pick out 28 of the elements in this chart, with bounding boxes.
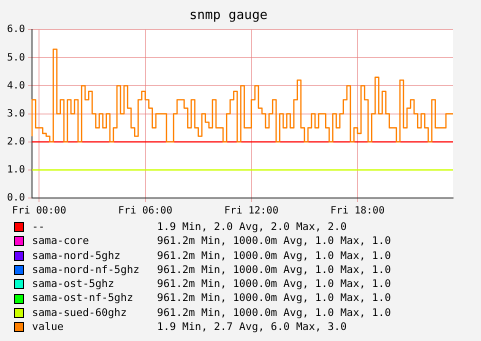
- text: 961.2m Min, 1000.0m Avg, 1.0 Max, 1.0: [157, 248, 391, 263]
- y-tick-label: 1.0: [7, 164, 26, 176]
- y-tick-label: 5.0: [7, 52, 26, 64]
- text: 961.2m Min, 1000.0m Avg, 1.0 Max, 1.0: [157, 291, 391, 306]
- x-tick-label: Fri 12:00: [224, 206, 278, 217]
- legend-label: sama-ost-nf-5ghz: [32, 291, 134, 306]
- text: 961.2m Min, 1000.0m Avg, 1.0 Max, 1.0: [157, 306, 391, 320]
- y-tick-label: 4.0: [7, 80, 26, 92]
- y-tick-label: 6.0: [7, 24, 26, 36]
- legend-label: sama-core: [32, 234, 90, 249]
- legend-label: sama-nord-5ghz: [32, 248, 122, 263]
- legend-label: value: [32, 320, 65, 334]
- legend-label: sama-ost-5ghz: [32, 277, 116, 292]
- legend-label: --: [32, 220, 46, 234]
- x-tick-label: Fri 06:00: [118, 206, 172, 217]
- text: 961.2m Min, 1000.0m Avg, 1.0 Max, 1.0: [157, 234, 391, 249]
- y-tick-label: 3.0: [7, 108, 26, 120]
- text: 961.2m Min, 1000.0m Avg, 1.0 Max, 1.0: [157, 277, 391, 292]
- legend-label: sama-sued-60ghz: [32, 306, 128, 320]
- text: 961.2m Min, 1000.0m Avg, 1.0 Max, 1.0: [157, 262, 391, 278]
- x-tick-label: Fri 00:00: [12, 206, 66, 217]
- text: 1.9 Min, 2.7 Avg, 6.0 Max, 3.0: [157, 320, 347, 334]
- text: 1.9 Min, 2.0 Avg, 2.0 Max, 2.0: [157, 220, 347, 234]
- x-tick-label: Fri 18:00: [330, 206, 385, 217]
- y-tick-label: 0.0: [7, 192, 26, 204]
- y-tick-label: 2.0: [7, 136, 26, 148]
- chart-title: snmp gauge: [189, 8, 268, 24]
- legend-label: sama-nord-nf-5ghz: [32, 262, 140, 278]
